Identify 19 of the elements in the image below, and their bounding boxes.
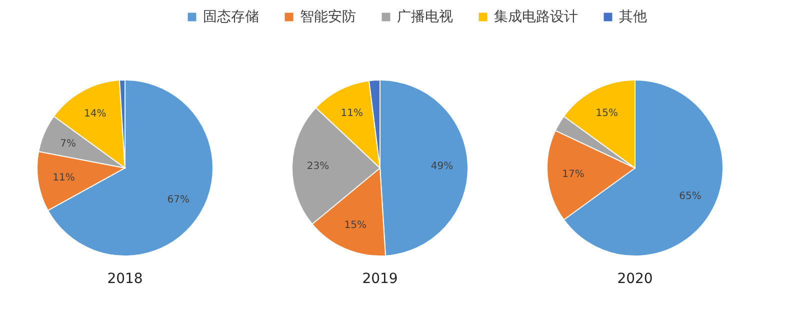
text: 2020 — [617, 271, 653, 287]
legend-label: 智能安防 — [300, 9, 356, 25]
data-label: 7% — [60, 138, 76, 150]
legend-label: 固态存储 — [203, 9, 259, 25]
data-label: 65% — [679, 191, 702, 202]
data-label: 23% — [306, 161, 330, 172]
text: 2019 — [362, 271, 398, 287]
data-label: 67% — [167, 194, 190, 206]
data-label: 49% — [430, 161, 454, 172]
legend-label: 集成电路设计 — [494, 9, 578, 25]
data-label: 11% — [52, 172, 75, 184]
text: 2018 — [107, 271, 143, 287]
data-label: 11% — [340, 108, 363, 119]
data-label: 15% — [596, 108, 618, 119]
data-label: 17% — [562, 168, 584, 180]
legend-label: 广播电视 — [397, 9, 453, 25]
data-label: 15% — [344, 220, 366, 231]
data-label: 14% — [84, 108, 106, 120]
legend-label: 其他 — [619, 9, 647, 25]
